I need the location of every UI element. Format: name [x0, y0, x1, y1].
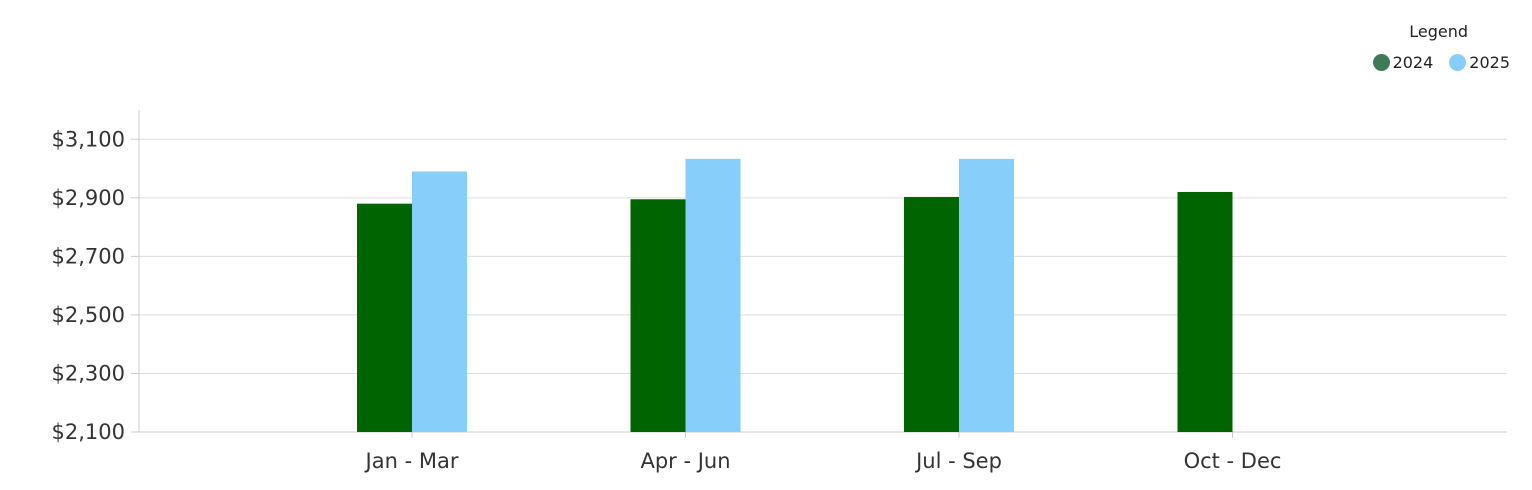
legend-title: Legend: [1409, 22, 1468, 41]
y-tick-label: $3,100: [52, 127, 125, 151]
bar-2024-jan-mar[interactable]: [357, 203, 412, 432]
y-tick-label: $2,900: [52, 186, 125, 210]
y-tick-label: $2,500: [52, 303, 125, 327]
bars[interactable]: [357, 158, 1233, 433]
y-tick-label: $2,700: [52, 244, 125, 268]
legend: Legend 2024 2025: [1350, 22, 1510, 82]
grid-lines: [139, 138, 1507, 374]
bar-2025-apr-jun[interactable]: [685, 158, 741, 433]
x-tick-label: Oct - Dec: [1184, 449, 1282, 473]
bar-2025-jan-mar[interactable]: [412, 171, 467, 433]
x-tick-label: Jan - Mar: [364, 449, 459, 473]
legend-items: 2024 2025: [1372, 53, 1510, 72]
bar-2025-jul-sep[interactable]: [959, 158, 1014, 433]
x-tick-label: Jul - Sep: [914, 449, 1002, 473]
bar-2024-apr-jun[interactable]: [630, 199, 686, 432]
x-axis-ticks: Jan - Mar Apr - Jun Jul - Sep Oct - Dec: [364, 432, 1282, 473]
legend-item-2025[interactable]: 2025: [1449, 53, 1510, 72]
bar-2024-jul-sep[interactable]: [904, 196, 959, 432]
legend-label-2024: 2024: [1392, 53, 1434, 72]
y-tick-label: $2,100: [52, 420, 125, 444]
y-axis-ticks: $2,100 $2,300 $2,500 $2,700 $2,900 $3,100: [52, 127, 139, 444]
legend-item-2024[interactable]: 2024: [1372, 53, 1434, 72]
x-tick-label: Apr - Jun: [640, 449, 730, 473]
legend-label-2025: 2025: [1469, 53, 1510, 72]
legend-swatch-2025: [1449, 54, 1467, 71]
legend-swatch-2024: [1372, 54, 1390, 71]
bar-2024-oct-dec[interactable]: [1177, 191, 1233, 432]
y-tick-label: $2,300: [52, 361, 125, 385]
